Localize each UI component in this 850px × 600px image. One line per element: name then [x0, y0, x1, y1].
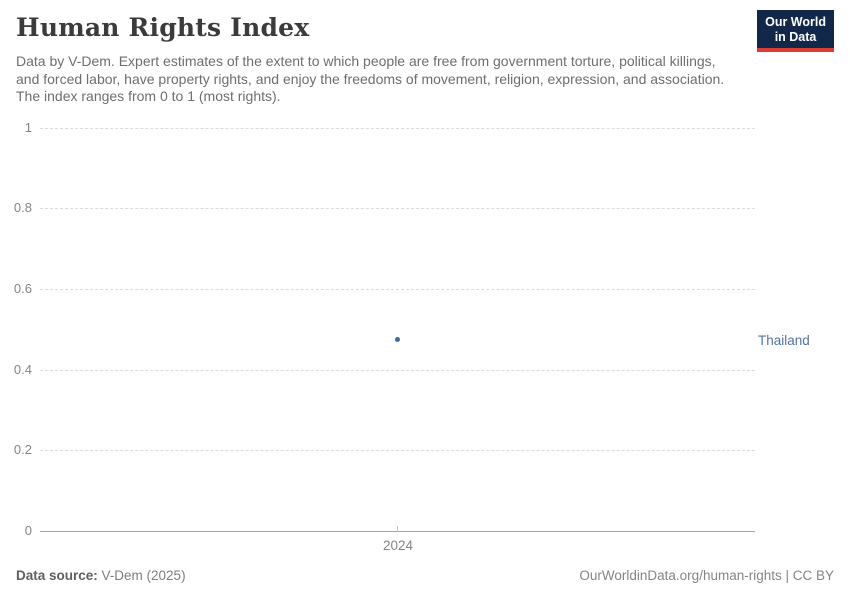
- owid-logo-line2: in Data: [774, 30, 817, 44]
- license-link[interactable]: OurWorldinData.org/human-rights | CC BY: [579, 568, 834, 583]
- y-tick-label: 0.8: [13, 200, 32, 215]
- gridline-0.4: [40, 370, 755, 371]
- x-tick-mark: [397, 526, 398, 532]
- data-point-thailand-2024[interactable]: [395, 337, 400, 342]
- chart-subtitle: Data by V-Dem. Expert estimates of the e…: [16, 53, 725, 104]
- x-tick-label: 2024: [382, 538, 414, 553]
- owid-logo-line1: Our World: [765, 15, 826, 29]
- owid-logo[interactable]: Our World in Data: [757, 10, 834, 52]
- gridline-0.2: [40, 450, 755, 451]
- gridline-0.8: [40, 208, 755, 209]
- gridline-1.0: [40, 128, 755, 129]
- data-source-note: Data source: V-Dem (2025): [16, 568, 186, 583]
- data-source-label: Data source:: [16, 568, 98, 583]
- entity-label-thailand[interactable]: Thailand: [758, 333, 810, 348]
- y-tick-label: 1: [24, 120, 32, 135]
- y-tick-label: 0.6: [13, 281, 32, 296]
- y-tick-label: 0.4: [13, 362, 32, 377]
- page-title: Human Rights Index: [16, 13, 310, 42]
- y-tick-label: 0.2: [13, 442, 32, 457]
- gridline-0.6: [40, 289, 755, 290]
- data-source-value: V-Dem (2025): [97, 568, 186, 583]
- y-tick-label: 0: [24, 523, 32, 538]
